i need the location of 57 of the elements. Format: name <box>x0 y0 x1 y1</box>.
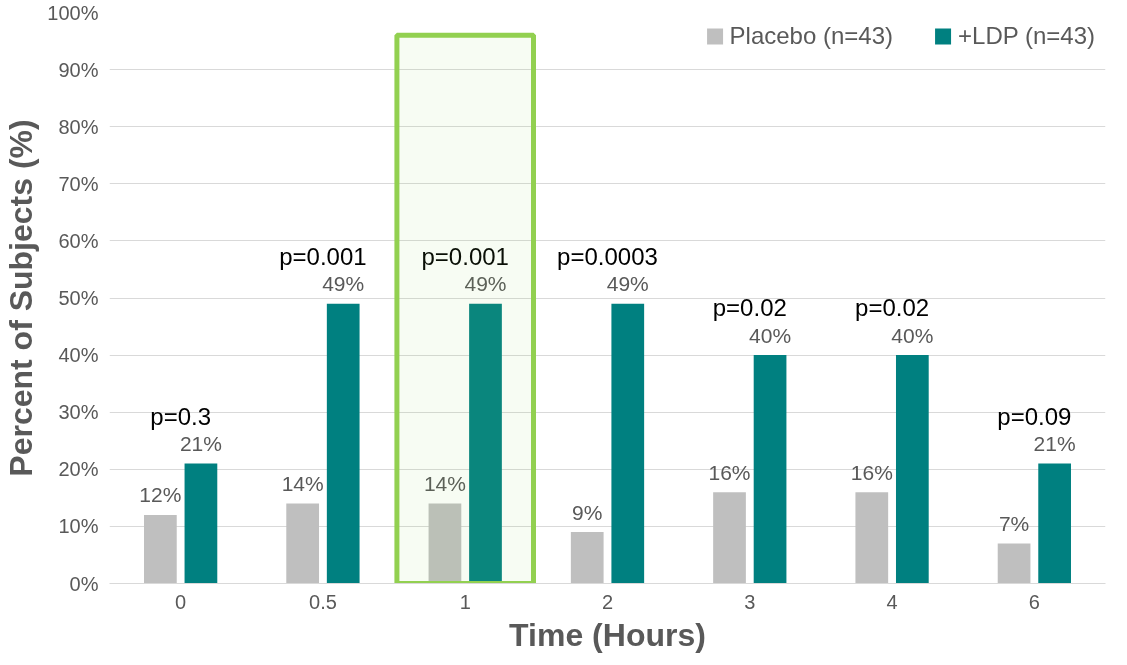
text: 14% <box>423 471 466 495</box>
text: 21% <box>1033 432 1076 456</box>
text: 49% <box>606 272 649 296</box>
bar <box>1038 463 1071 584</box>
x-tick-label: 4 <box>886 590 898 613</box>
annotation: p=0.001 <box>421 242 509 270</box>
y-tick-label: 20% <box>58 458 99 481</box>
y-tick-label: 90% <box>58 58 99 81</box>
y-tick-label: 70% <box>58 172 99 195</box>
bar <box>713 492 746 584</box>
text: 49% <box>322 272 365 296</box>
annotation: p=0.001 <box>279 242 367 270</box>
y-tick-label: 50% <box>58 287 99 309</box>
annotation: p=0.02 <box>712 294 787 322</box>
annotation: p=0.3 <box>150 402 212 430</box>
bar <box>184 463 218 584</box>
y-tick-label: 40% <box>58 344 99 367</box>
bar <box>753 355 787 584</box>
legend-label: +LDP (n=43) <box>958 22 1095 50</box>
bar <box>144 514 177 584</box>
bar <box>895 355 929 584</box>
x-tick-label: 3 <box>744 590 756 613</box>
text: 49% <box>464 272 507 296</box>
bar <box>570 532 604 584</box>
y-tick-label: 80% <box>58 115 99 138</box>
text: 16% <box>708 460 751 484</box>
y-tick-label: 60% <box>58 229 99 252</box>
bar <box>286 503 320 584</box>
y-tick-label: 100% <box>47 1 99 24</box>
bar <box>611 303 645 584</box>
text: 12% <box>139 483 182 507</box>
annotation: p=0.02 <box>855 294 930 322</box>
y-tick-label: 30% <box>58 401 99 424</box>
y-axis-title: Percent of Subjects (%) <box>3 119 40 477</box>
bar <box>855 492 889 584</box>
x-axis-title: Time (Hours) <box>509 616 706 653</box>
legend-label: Placebo (n=43) <box>729 22 894 50</box>
y-tick-label: 0% <box>69 572 99 595</box>
text: 9% <box>572 500 603 524</box>
text: 21% <box>179 432 222 456</box>
bar <box>326 303 360 584</box>
x-tick-label: 0 <box>175 590 187 613</box>
text: 16% <box>850 460 893 484</box>
text: 40% <box>891 323 934 347</box>
text: 40% <box>749 323 792 347</box>
bar <box>428 503 462 584</box>
text: 14% <box>281 471 324 495</box>
text: 7% <box>998 511 1030 535</box>
annotation: p=0.09 <box>997 402 1072 430</box>
x-tick-label: 2 <box>601 590 614 613</box>
x-tick-label: 0.5 <box>309 590 337 613</box>
annotation: p=0.0003 <box>557 242 658 270</box>
bar <box>469 303 502 584</box>
bar <box>997 543 1031 584</box>
y-tick-label: 10% <box>58 515 99 538</box>
x-tick-label: 6 <box>1028 590 1040 613</box>
x-tick-label: 1 <box>459 590 471 613</box>
